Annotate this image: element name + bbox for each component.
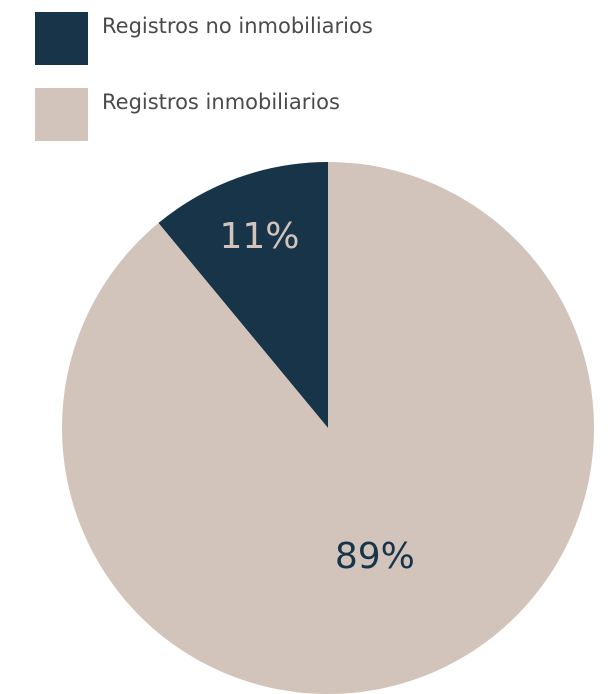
legend-label: Registros inmobiliarios — [102, 90, 340, 114]
slice-label: 89% — [335, 536, 415, 577]
legend-swatch — [35, 88, 88, 141]
pie-slice — [62, 162, 594, 694]
legend-swatch — [35, 12, 88, 65]
pie-slice — [158, 162, 328, 428]
legend-label: Registros no inmobiliarios — [102, 14, 373, 38]
slice-label: 11% — [220, 216, 300, 257]
